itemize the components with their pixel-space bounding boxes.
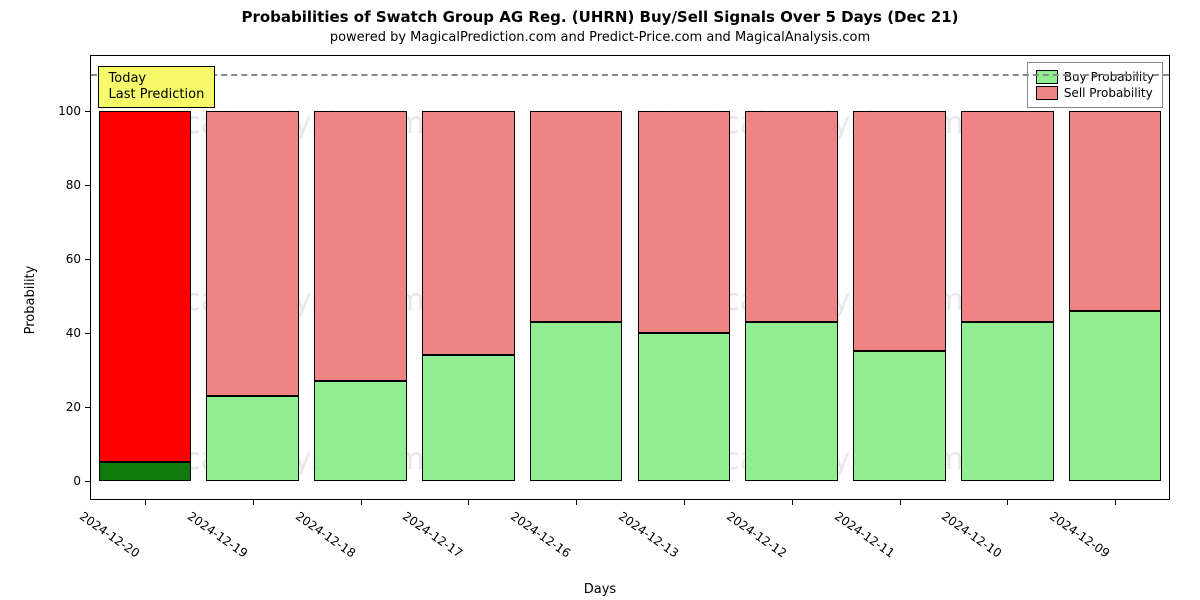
- bar-group: [99, 56, 192, 481]
- bar-sell: [745, 111, 838, 321]
- bar-group: [422, 56, 515, 481]
- ytick-label: 100: [41, 104, 81, 118]
- bar-sell: [422, 111, 515, 355]
- xtick-label: 2024-12-18: [292, 509, 357, 560]
- bar-sell: [99, 111, 192, 462]
- xtick: [792, 499, 793, 505]
- bar-sell: [206, 111, 299, 395]
- xtick: [1007, 499, 1008, 505]
- xtick: [361, 499, 362, 505]
- bar-group: [530, 56, 623, 481]
- figure: Probabilities of Swatch Group AG Reg. (U…: [0, 0, 1200, 600]
- xtick: [145, 499, 146, 505]
- bar-buy: [422, 355, 515, 481]
- bar-sell: [314, 111, 407, 380]
- xtick: [1115, 499, 1116, 505]
- bar-buy: [206, 396, 299, 481]
- bar-group: [314, 56, 407, 481]
- ytick-label: 0: [41, 474, 81, 488]
- ytick-label: 40: [41, 326, 81, 340]
- ytick-label: 60: [41, 252, 81, 266]
- bar-sell: [638, 111, 731, 333]
- bar-group: [1069, 56, 1162, 481]
- ytick: [85, 111, 91, 112]
- bar-buy: [745, 322, 838, 481]
- bar-group: [853, 56, 946, 481]
- x-axis-label: Days: [0, 582, 1200, 597]
- bar-buy: [638, 333, 731, 481]
- xtick: [900, 499, 901, 505]
- bar-buy: [1069, 311, 1162, 481]
- xtick-label: 2024-12-20: [77, 509, 142, 560]
- chart-title: Probabilities of Swatch Group AG Reg. (U…: [0, 8, 1200, 26]
- bar-buy: [314, 381, 407, 481]
- bar-buy: [853, 351, 946, 480]
- bar-buy: [99, 462, 192, 480]
- xtick: [253, 499, 254, 505]
- xtick: [576, 499, 577, 505]
- xtick-label: 2024-12-13: [616, 509, 681, 560]
- xtick-label: 2024-12-12: [724, 509, 789, 560]
- plot-area: Buy Probability Sell Probability Magical…: [90, 55, 1170, 500]
- xtick: [684, 499, 685, 505]
- ytick: [85, 481, 91, 482]
- bar-sell: [1069, 111, 1162, 310]
- today-callout: TodayLast Prediction: [98, 66, 216, 109]
- bar-buy: [530, 322, 623, 481]
- bar-sell: [853, 111, 946, 351]
- bar-sell: [961, 111, 1054, 321]
- bar-buy: [961, 322, 1054, 481]
- bar-sell: [530, 111, 623, 321]
- ytick: [85, 259, 91, 260]
- ytick: [85, 333, 91, 334]
- ytick: [85, 407, 91, 408]
- xtick-label: 2024-12-17: [400, 509, 465, 560]
- xtick: [468, 499, 469, 505]
- xtick-label: 2024-12-09: [1047, 509, 1112, 560]
- chart-subtitle: powered by MagicalPrediction.com and Pre…: [0, 30, 1200, 45]
- ytick: [85, 185, 91, 186]
- xtick-label: 2024-12-11: [831, 509, 896, 560]
- xtick-label: 2024-12-19: [185, 509, 250, 560]
- bar-group: [206, 56, 299, 481]
- bar-group: [961, 56, 1054, 481]
- bar-group: [745, 56, 838, 481]
- ytick-label: 20: [41, 400, 81, 414]
- y-axis-label: Probability: [23, 266, 38, 335]
- xtick-label: 2024-12-16: [508, 509, 573, 560]
- callout-line2: Last Prediction: [109, 87, 205, 102]
- callout-line1: Today: [109, 71, 147, 86]
- xtick-label: 2024-12-10: [939, 509, 1004, 560]
- ytick-label: 80: [41, 178, 81, 192]
- bar-group: [638, 56, 731, 481]
